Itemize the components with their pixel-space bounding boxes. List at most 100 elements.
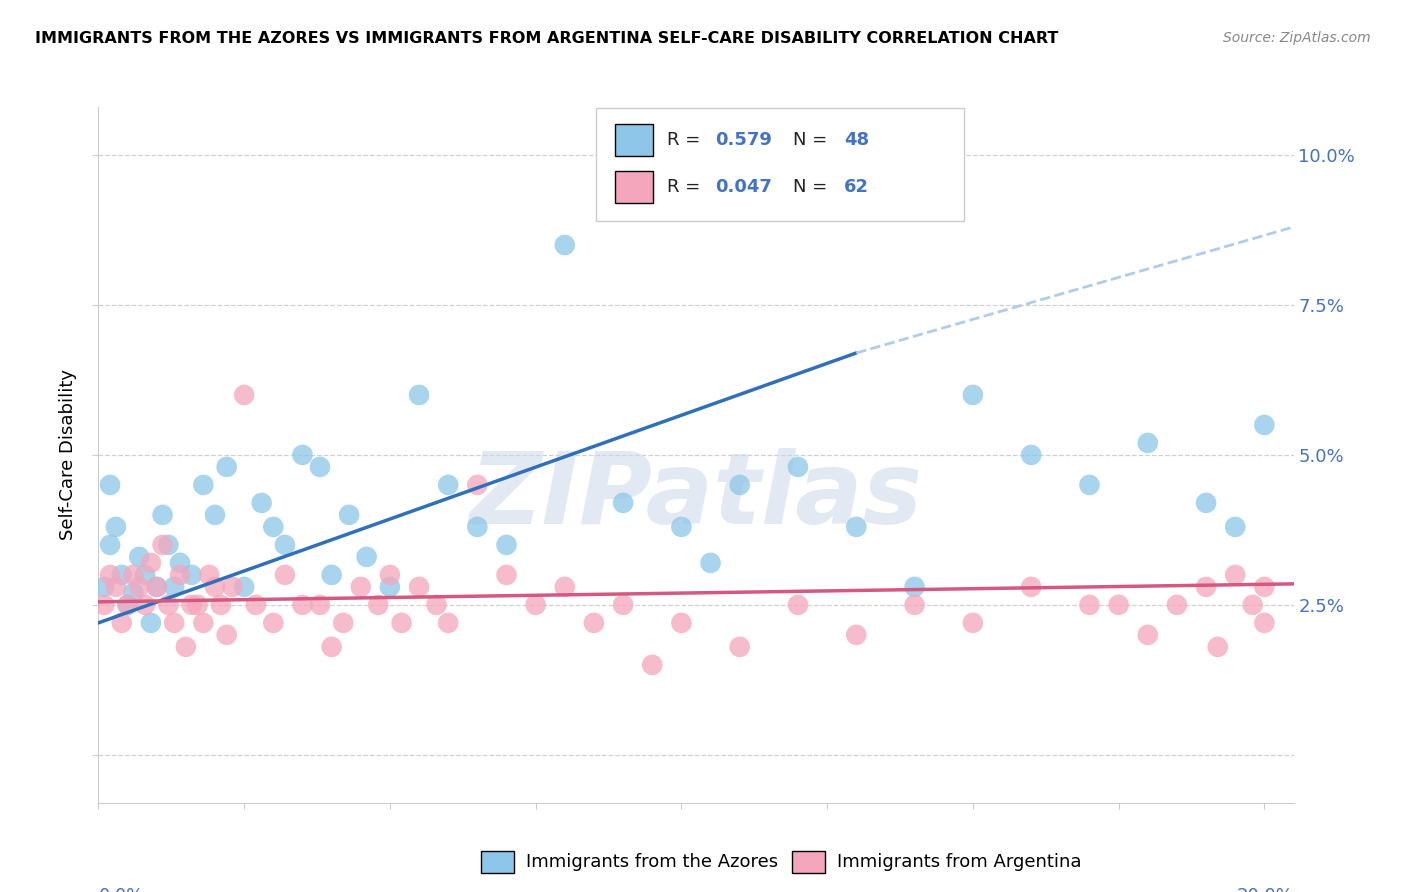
Point: [274, 567, 297, 582]
Point: [321, 640, 343, 654]
Point: [174, 640, 197, 654]
Point: [233, 388, 256, 402]
Point: [332, 615, 354, 630]
Point: [163, 580, 186, 594]
Point: [145, 580, 167, 594]
Text: ZIPatlas: ZIPatlas: [470, 448, 922, 545]
FancyBboxPatch shape: [614, 124, 652, 156]
Point: [204, 508, 226, 522]
Point: [1136, 436, 1159, 450]
Point: [1253, 615, 1275, 630]
Point: [122, 567, 145, 582]
Point: [145, 580, 167, 594]
Point: [337, 508, 360, 522]
Point: [291, 448, 314, 462]
Point: [309, 459, 332, 474]
Point: [495, 567, 517, 582]
Point: [671, 520, 693, 534]
Text: 0.047: 0.047: [716, 178, 772, 196]
Point: [186, 598, 208, 612]
Text: N =: N =: [793, 131, 832, 149]
Point: [1108, 598, 1130, 612]
Point: [157, 538, 180, 552]
Point: [163, 615, 186, 630]
Text: 20.0%: 20.0%: [1237, 887, 1294, 892]
Point: [582, 615, 605, 630]
Text: IMMIGRANTS FROM THE AZORES VS IMMIGRANTS FROM ARGENTINA SELF-CARE DISABILITY COR: IMMIGRANTS FROM THE AZORES VS IMMIGRANTS…: [35, 31, 1059, 46]
Point: [262, 615, 284, 630]
FancyBboxPatch shape: [481, 851, 515, 873]
Point: [903, 598, 925, 612]
Point: [209, 598, 232, 612]
Point: [93, 580, 115, 594]
Point: [671, 615, 693, 630]
Text: Source: ZipAtlas.com: Source: ZipAtlas.com: [1223, 31, 1371, 45]
Point: [1241, 598, 1264, 612]
Point: [134, 567, 156, 582]
Point: [139, 556, 162, 570]
Point: [367, 598, 389, 612]
Point: [1195, 496, 1218, 510]
Point: [152, 508, 174, 522]
FancyBboxPatch shape: [792, 851, 825, 873]
Point: [356, 549, 378, 564]
Point: [134, 598, 156, 612]
Point: [1225, 520, 1247, 534]
Point: [245, 598, 267, 612]
Point: [728, 640, 751, 654]
Point: [274, 538, 297, 552]
Text: Immigrants from the Azores: Immigrants from the Azores: [526, 853, 779, 871]
Point: [180, 598, 202, 612]
Point: [612, 496, 634, 510]
Point: [1253, 417, 1275, 432]
Point: [408, 388, 430, 402]
Text: 0.0%: 0.0%: [98, 887, 143, 892]
Point: [845, 520, 868, 534]
Point: [204, 580, 226, 594]
Point: [391, 615, 413, 630]
Text: 48: 48: [844, 131, 869, 149]
Point: [408, 580, 430, 594]
Point: [180, 567, 202, 582]
Point: [962, 388, 984, 402]
Point: [378, 580, 401, 594]
Text: 62: 62: [844, 178, 869, 196]
Y-axis label: Self-Care Disability: Self-Care Disability: [59, 369, 77, 541]
Text: R =: R =: [668, 178, 706, 196]
Point: [787, 598, 810, 612]
Point: [233, 580, 256, 594]
Point: [215, 628, 238, 642]
Point: [437, 615, 460, 630]
Point: [117, 598, 139, 612]
Text: R =: R =: [668, 131, 706, 149]
Point: [104, 520, 127, 534]
Point: [309, 598, 332, 612]
Point: [467, 520, 489, 534]
Text: N =: N =: [793, 178, 832, 196]
Point: [111, 615, 134, 630]
Point: [321, 567, 343, 582]
Point: [215, 459, 238, 474]
Point: [554, 238, 576, 252]
Point: [350, 580, 373, 594]
Point: [554, 580, 576, 594]
Point: [291, 598, 314, 612]
FancyBboxPatch shape: [614, 171, 652, 203]
Point: [699, 556, 721, 570]
Point: [152, 538, 174, 552]
Point: [495, 538, 517, 552]
Point: [641, 657, 664, 672]
Point: [169, 567, 191, 582]
Point: [128, 549, 150, 564]
Point: [787, 459, 810, 474]
Point: [157, 598, 180, 612]
Point: [1078, 598, 1101, 612]
Point: [221, 580, 243, 594]
Point: [524, 598, 547, 612]
Point: [139, 615, 162, 630]
Point: [104, 580, 127, 594]
Point: [1078, 478, 1101, 492]
Point: [1195, 580, 1218, 594]
Point: [262, 520, 284, 534]
Point: [1019, 580, 1042, 594]
